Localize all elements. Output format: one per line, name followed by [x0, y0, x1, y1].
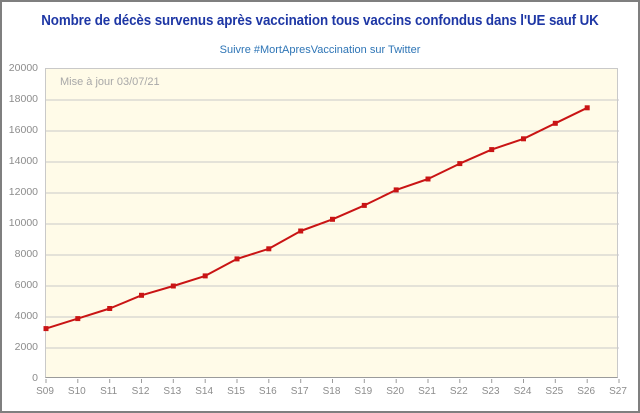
- x-axis-tick-label: S09: [36, 386, 54, 397]
- data-point-S25: [552, 120, 558, 126]
- x-axis-tick-label: S12: [131, 386, 150, 397]
- x-axis-tick-label: S15: [227, 386, 245, 397]
- x-axis-tick-label: S19: [354, 386, 373, 397]
- y-axis-tick-label: 6000: [14, 279, 38, 291]
- y-axis-tick-label: 12000: [8, 186, 38, 198]
- y-axis-tick-label: 4000: [14, 310, 38, 322]
- data-point-S15: [234, 256, 240, 262]
- data-point-S24: [521, 136, 526, 142]
- y-axis-tick-label: 0: [32, 372, 38, 384]
- update-annotation: Mise à jour 03/07/21: [60, 76, 160, 88]
- data-point-S10: [75, 316, 81, 322]
- data-point-S26: [584, 105, 590, 111]
- y-axis-tick-label: 8000: [14, 248, 38, 260]
- x-axis-tick-label: S18: [322, 386, 341, 397]
- data-point-S19: [361, 202, 367, 208]
- y-axis-tick-label: 14000: [8, 155, 38, 167]
- y-axis-tick-label: 18000: [8, 93, 38, 105]
- data-point-S23: [489, 147, 495, 153]
- data-line: [45, 106, 588, 330]
- x-axis-tick-label: S13: [163, 386, 182, 397]
- data-point-S18: [330, 216, 335, 222]
- plot-area: Mise à jour 03/07/21: [43, 68, 620, 383]
- chart-subtitle: Suivre #MortApresVaccination sur Twitter: [219, 44, 421, 56]
- data-point-S14: [202, 273, 208, 279]
- data-point-S11: [107, 306, 113, 311]
- x-axis-tick-label: S25: [545, 386, 564, 397]
- x-axis-tick-label: S24: [513, 386, 532, 397]
- data-point-S17: [298, 228, 304, 234]
- y-axis-tick-label: 10000: [8, 217, 38, 229]
- y-axis-tick-label: 20000: [8, 62, 38, 74]
- x-axis-tick-label: S10: [67, 386, 86, 397]
- x-axis-tick-label: S11: [100, 386, 118, 397]
- x-axis-tick-label: S23: [481, 386, 500, 397]
- x-axis-tick-label: S22: [449, 386, 468, 397]
- data-point-S13: [170, 283, 176, 289]
- x-axis-tick-label: S21: [418, 386, 436, 397]
- data-point-S20: [393, 187, 399, 193]
- x-axis-tick-label: S14: [195, 386, 214, 397]
- x-axis-tick-label: S16: [258, 386, 277, 397]
- x-axis-tick-label: S20: [386, 386, 405, 397]
- x-axis-tick-label: S26: [577, 386, 596, 397]
- data-point-S12: [139, 292, 144, 298]
- data-point-S09: [43, 326, 49, 332]
- line-chart-canvas: [43, 99, 620, 383]
- x-axis-tick-label: S17: [290, 386, 309, 397]
- y-axis-tick-label: 2000: [14, 341, 38, 353]
- y-axis-tick-label: 16000: [8, 124, 38, 136]
- x-axis-tick-label: S27: [609, 386, 627, 397]
- data-point-S16: [266, 246, 272, 252]
- data-point-S22: [457, 161, 463, 167]
- data-point-S21: [425, 176, 431, 182]
- chart-title: Nombre de décès survenus après vaccinati…: [41, 13, 599, 29]
